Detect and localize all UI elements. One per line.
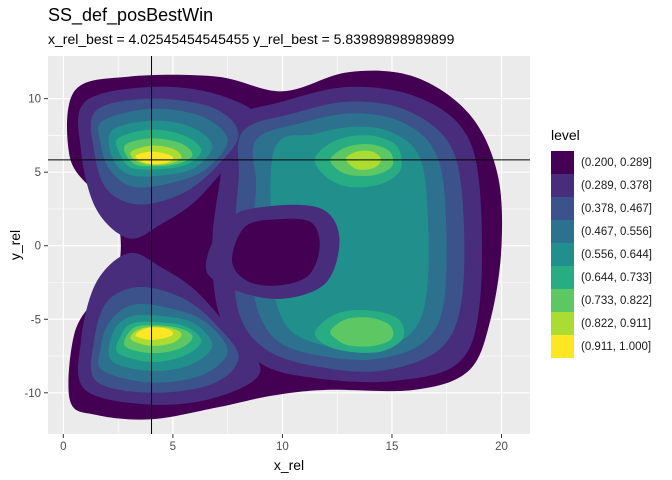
legend-swatch: [551, 174, 574, 197]
y-tick-label: -5: [31, 314, 41, 326]
legend-swatch: [551, 266, 574, 289]
x-tick-label: 5: [170, 441, 176, 453]
y-tick-label: 5: [35, 167, 41, 179]
contour-bands: [66, 70, 503, 420]
contour-band-top-left-level-8: [135, 151, 174, 165]
legend-label: (0.467, 0.556]: [581, 225, 652, 238]
legend-label: (0.289, 0.378]: [581, 179, 652, 192]
legend-label: (0.644, 0.733]: [581, 271, 652, 284]
legend-item: (0.822, 0.911]: [551, 312, 651, 335]
contour-band-bottom-right-level-6: [330, 317, 394, 347]
y-tick-label: 0: [35, 241, 41, 253]
legend-item: (0.378, 0.467]: [551, 197, 652, 220]
y-axis-label: y_rel: [7, 230, 23, 260]
x-tick-label: 0: [60, 441, 66, 453]
x-axis-label: x_rel: [274, 457, 304, 473]
legend-title: level: [551, 127, 580, 143]
legend-swatch: [551, 335, 574, 358]
contour-band-bottom-left-level-8: [135, 327, 174, 340]
legend-label: (0.911, 1.000]: [581, 340, 652, 353]
legend-item: (0.556, 0.644]: [551, 243, 652, 266]
y-axis: -10 -5 0 5 10: [24, 94, 48, 400]
legend-label: (0.556, 0.644]: [581, 248, 652, 261]
legend-label: (0.200, 0.289]: [581, 156, 652, 169]
x-axis: 0 5 10 15 20: [60, 434, 508, 453]
y-tick-label: 10: [28, 94, 41, 106]
chart-subtitle: x_rel_best = 4.02545454545455 y_rel_best…: [48, 31, 455, 47]
y-tick-label: -10: [24, 388, 41, 400]
legend-swatch: [551, 243, 574, 266]
contour-band-center-hole: [231, 218, 320, 286]
contour-band-right-level-4: [270, 126, 429, 349]
best-position-crosshair: [48, 56, 530, 434]
legend-item: (0.644, 0.733]: [551, 266, 652, 289]
legend-swatch: [551, 289, 574, 312]
x-tick-label: 10: [276, 441, 289, 453]
legend-item: (0.467, 0.556]: [551, 220, 652, 243]
legend-label: (0.378, 0.467]: [581, 202, 652, 215]
legend-swatch: [551, 151, 574, 174]
legend-label: (0.822, 0.911]: [581, 317, 652, 330]
legend-swatch: [551, 312, 574, 335]
chart-title: SS_def_posBestWin: [48, 5, 214, 25]
legend-item: (0.200, 0.289]: [551, 151, 652, 174]
legend-swatch: [551, 220, 574, 243]
legend-swatch: [551, 197, 574, 220]
legend-item: (0.911, 1.000]: [551, 335, 651, 358]
x-tick-label: 15: [386, 441, 399, 453]
legend-label: (0.733, 0.822]: [581, 294, 652, 307]
legend-item: (0.733, 0.822]: [551, 289, 652, 312]
x-tick-label: 20: [495, 441, 508, 453]
legend-item: (0.289, 0.378]: [551, 174, 652, 197]
